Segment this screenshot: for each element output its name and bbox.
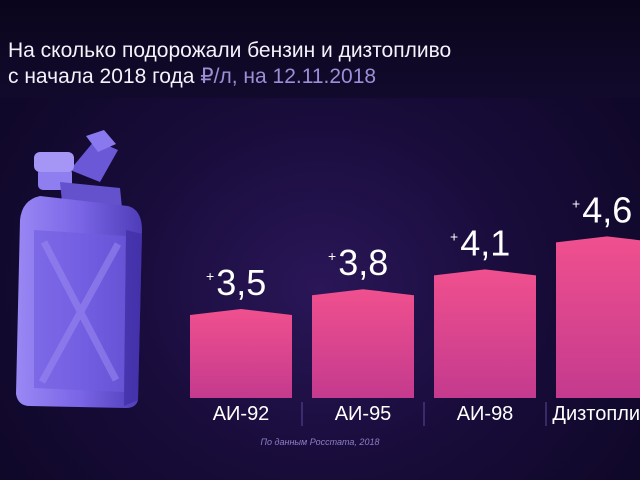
bar-3 [434, 269, 536, 398]
chart-title: На сколько подорожали бензин и дизтоплив… [8, 38, 628, 90]
category-label-4: Дизтопливо [552, 403, 640, 425]
value-label-3: +4,1 [450, 222, 510, 263]
category-label-3: АИ-98 [457, 403, 514, 425]
bar-1 [190, 309, 292, 398]
jerrycan-icon [16, 130, 142, 408]
title-line-1: На сколько подорожали бензин и дизтоплив… [8, 39, 452, 62]
bar-4 [556, 236, 640, 398]
category-label-1: АИ-92 [213, 403, 270, 425]
header-band [0, 0, 640, 98]
title-unit: ₽/л, на 12.11.2018 [200, 65, 377, 88]
title-period: с начала 2018 года [8, 65, 195, 88]
value-label-2: +3,8 [328, 242, 388, 283]
source-note: По данным Росстата, 2018 [260, 437, 380, 447]
value-label-4: +4,6 [572, 189, 632, 230]
bar-2 [312, 289, 414, 398]
category-label-2: АИ-95 [335, 403, 392, 425]
value-label-1: +3,5 [206, 262, 266, 303]
bars-layer: +3,5 АИ-92 +3,8 АИ-95 +4,1 АИ-98 +4,6 Дизтоплив… [190, 189, 640, 426]
title-line-2: с начала 2018 года ₽/л, на 12.11.2018 [8, 64, 628, 90]
